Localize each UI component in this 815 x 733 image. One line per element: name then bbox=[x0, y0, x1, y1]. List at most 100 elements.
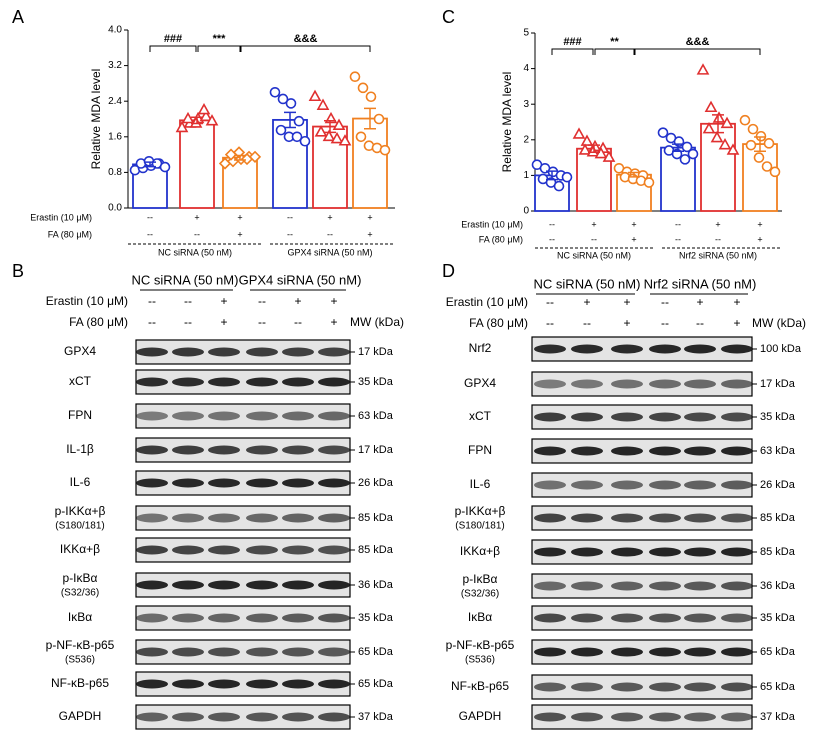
treatment-mark: -- bbox=[675, 234, 681, 244]
data-point bbox=[702, 121, 716, 134]
blot-band bbox=[282, 647, 314, 657]
treatment-mark: -- bbox=[546, 316, 554, 330]
blot-band bbox=[282, 679, 314, 689]
data-point bbox=[159, 161, 171, 173]
blot-band bbox=[246, 347, 278, 357]
blot-band bbox=[282, 411, 314, 421]
y-axis-label: Relative MDA level bbox=[89, 69, 103, 170]
data-point bbox=[314, 125, 328, 137]
blot-band bbox=[208, 377, 240, 387]
blot-band bbox=[136, 513, 168, 523]
mw-label: 85 kDa bbox=[760, 546, 796, 558]
blot-band bbox=[571, 581, 603, 591]
data-point bbox=[349, 71, 361, 83]
blot-band bbox=[684, 344, 716, 354]
blot-band bbox=[571, 446, 603, 456]
protein-label: IκBα bbox=[68, 610, 92, 624]
treatment-mark: -- bbox=[148, 294, 156, 308]
blot-band bbox=[246, 580, 278, 590]
data-point bbox=[712, 111, 726, 123]
treatment-label: Erastin (10 μM) bbox=[446, 295, 528, 309]
protein-label: GPX4 bbox=[64, 344, 96, 358]
blot-band bbox=[318, 712, 350, 722]
data-point bbox=[316, 98, 330, 110]
blot-band bbox=[721, 344, 753, 354]
error-bar bbox=[546, 170, 558, 181]
data-point bbox=[205, 114, 219, 126]
treatment-mark: + bbox=[237, 212, 242, 222]
significance-label: ** bbox=[610, 36, 619, 48]
protein-label: IKKα+β bbox=[460, 544, 500, 558]
blot-band bbox=[282, 478, 314, 488]
blot-band bbox=[282, 580, 314, 590]
data-point bbox=[293, 115, 305, 127]
blot-strip bbox=[135, 470, 351, 496]
blot-band bbox=[649, 547, 681, 557]
treatment-mark: -- bbox=[184, 294, 192, 308]
blot-band bbox=[649, 647, 681, 657]
data-point bbox=[553, 180, 565, 192]
mw-label: 17 kDa bbox=[358, 346, 394, 358]
data-point bbox=[657, 127, 669, 138]
treatment-mark: -- bbox=[675, 219, 681, 229]
panel-label: B bbox=[12, 261, 24, 281]
treatment-mark: + bbox=[367, 212, 372, 222]
blot-band bbox=[571, 412, 603, 422]
y-tick-label: 0 bbox=[523, 206, 529, 217]
blot-band bbox=[649, 480, 681, 490]
treatment-mark: -- bbox=[583, 316, 591, 330]
blot-band bbox=[534, 480, 566, 490]
blot-band bbox=[611, 412, 643, 422]
mw-label: 63 kDa bbox=[760, 445, 796, 457]
mw-label: 85 kDa bbox=[358, 512, 394, 524]
blot-band bbox=[282, 513, 314, 523]
blot-band bbox=[611, 647, 643, 657]
blot-band bbox=[246, 445, 278, 455]
data-point bbox=[720, 116, 734, 129]
treatment-mark: + bbox=[330, 315, 337, 329]
blot-band bbox=[318, 347, 350, 357]
data-point bbox=[197, 102, 211, 115]
error-bar bbox=[628, 171, 640, 178]
blot-band bbox=[684, 647, 716, 657]
treatment-mark: + bbox=[367, 229, 372, 239]
blot-band bbox=[721, 547, 753, 557]
mw-label: 65 kDa bbox=[760, 681, 796, 693]
data-point bbox=[277, 93, 289, 105]
blot-band bbox=[136, 347, 168, 357]
mw-label: 26 kDa bbox=[760, 479, 796, 491]
treatment-label: Erastin (10 μM) bbox=[46, 294, 128, 308]
protein-sublabel: (S32/36) bbox=[461, 589, 499, 600]
blot-band bbox=[611, 446, 643, 456]
blot-band bbox=[721, 581, 753, 591]
blot-band bbox=[571, 712, 603, 722]
protein-label: IκBα bbox=[468, 610, 492, 624]
blot-band bbox=[172, 513, 204, 523]
data-point bbox=[643, 177, 655, 188]
data-point bbox=[330, 131, 344, 144]
blot-band bbox=[571, 613, 603, 623]
protein-sublabel: (S536) bbox=[65, 655, 95, 666]
group-label: GPX4 siRNA (50 nM) bbox=[239, 272, 362, 287]
treatment-mark: -- bbox=[327, 229, 333, 239]
mw-label: 35 kDa bbox=[358, 612, 394, 624]
blot-band bbox=[208, 545, 240, 555]
blot-band bbox=[684, 712, 716, 722]
mw-label: 65 kDa bbox=[760, 646, 796, 658]
treatment-mark: + bbox=[631, 219, 636, 229]
blot-band bbox=[246, 411, 278, 421]
treatment-mark: + bbox=[237, 229, 242, 239]
blot-band bbox=[534, 647, 566, 657]
significance-label: ### bbox=[164, 33, 182, 45]
y-tick-label: 4.0 bbox=[108, 25, 122, 36]
treatment-mark: -- bbox=[294, 315, 302, 329]
significance-label: &&& bbox=[686, 36, 710, 48]
data-point bbox=[355, 131, 367, 143]
blot-band bbox=[318, 445, 350, 455]
blot-band bbox=[318, 647, 350, 657]
mw-header: MW (kDa) bbox=[752, 316, 806, 330]
blot-band bbox=[684, 682, 716, 692]
treatment-label: Erastin (10 μM) bbox=[461, 219, 523, 229]
y-tick-label: 1.6 bbox=[108, 131, 122, 142]
